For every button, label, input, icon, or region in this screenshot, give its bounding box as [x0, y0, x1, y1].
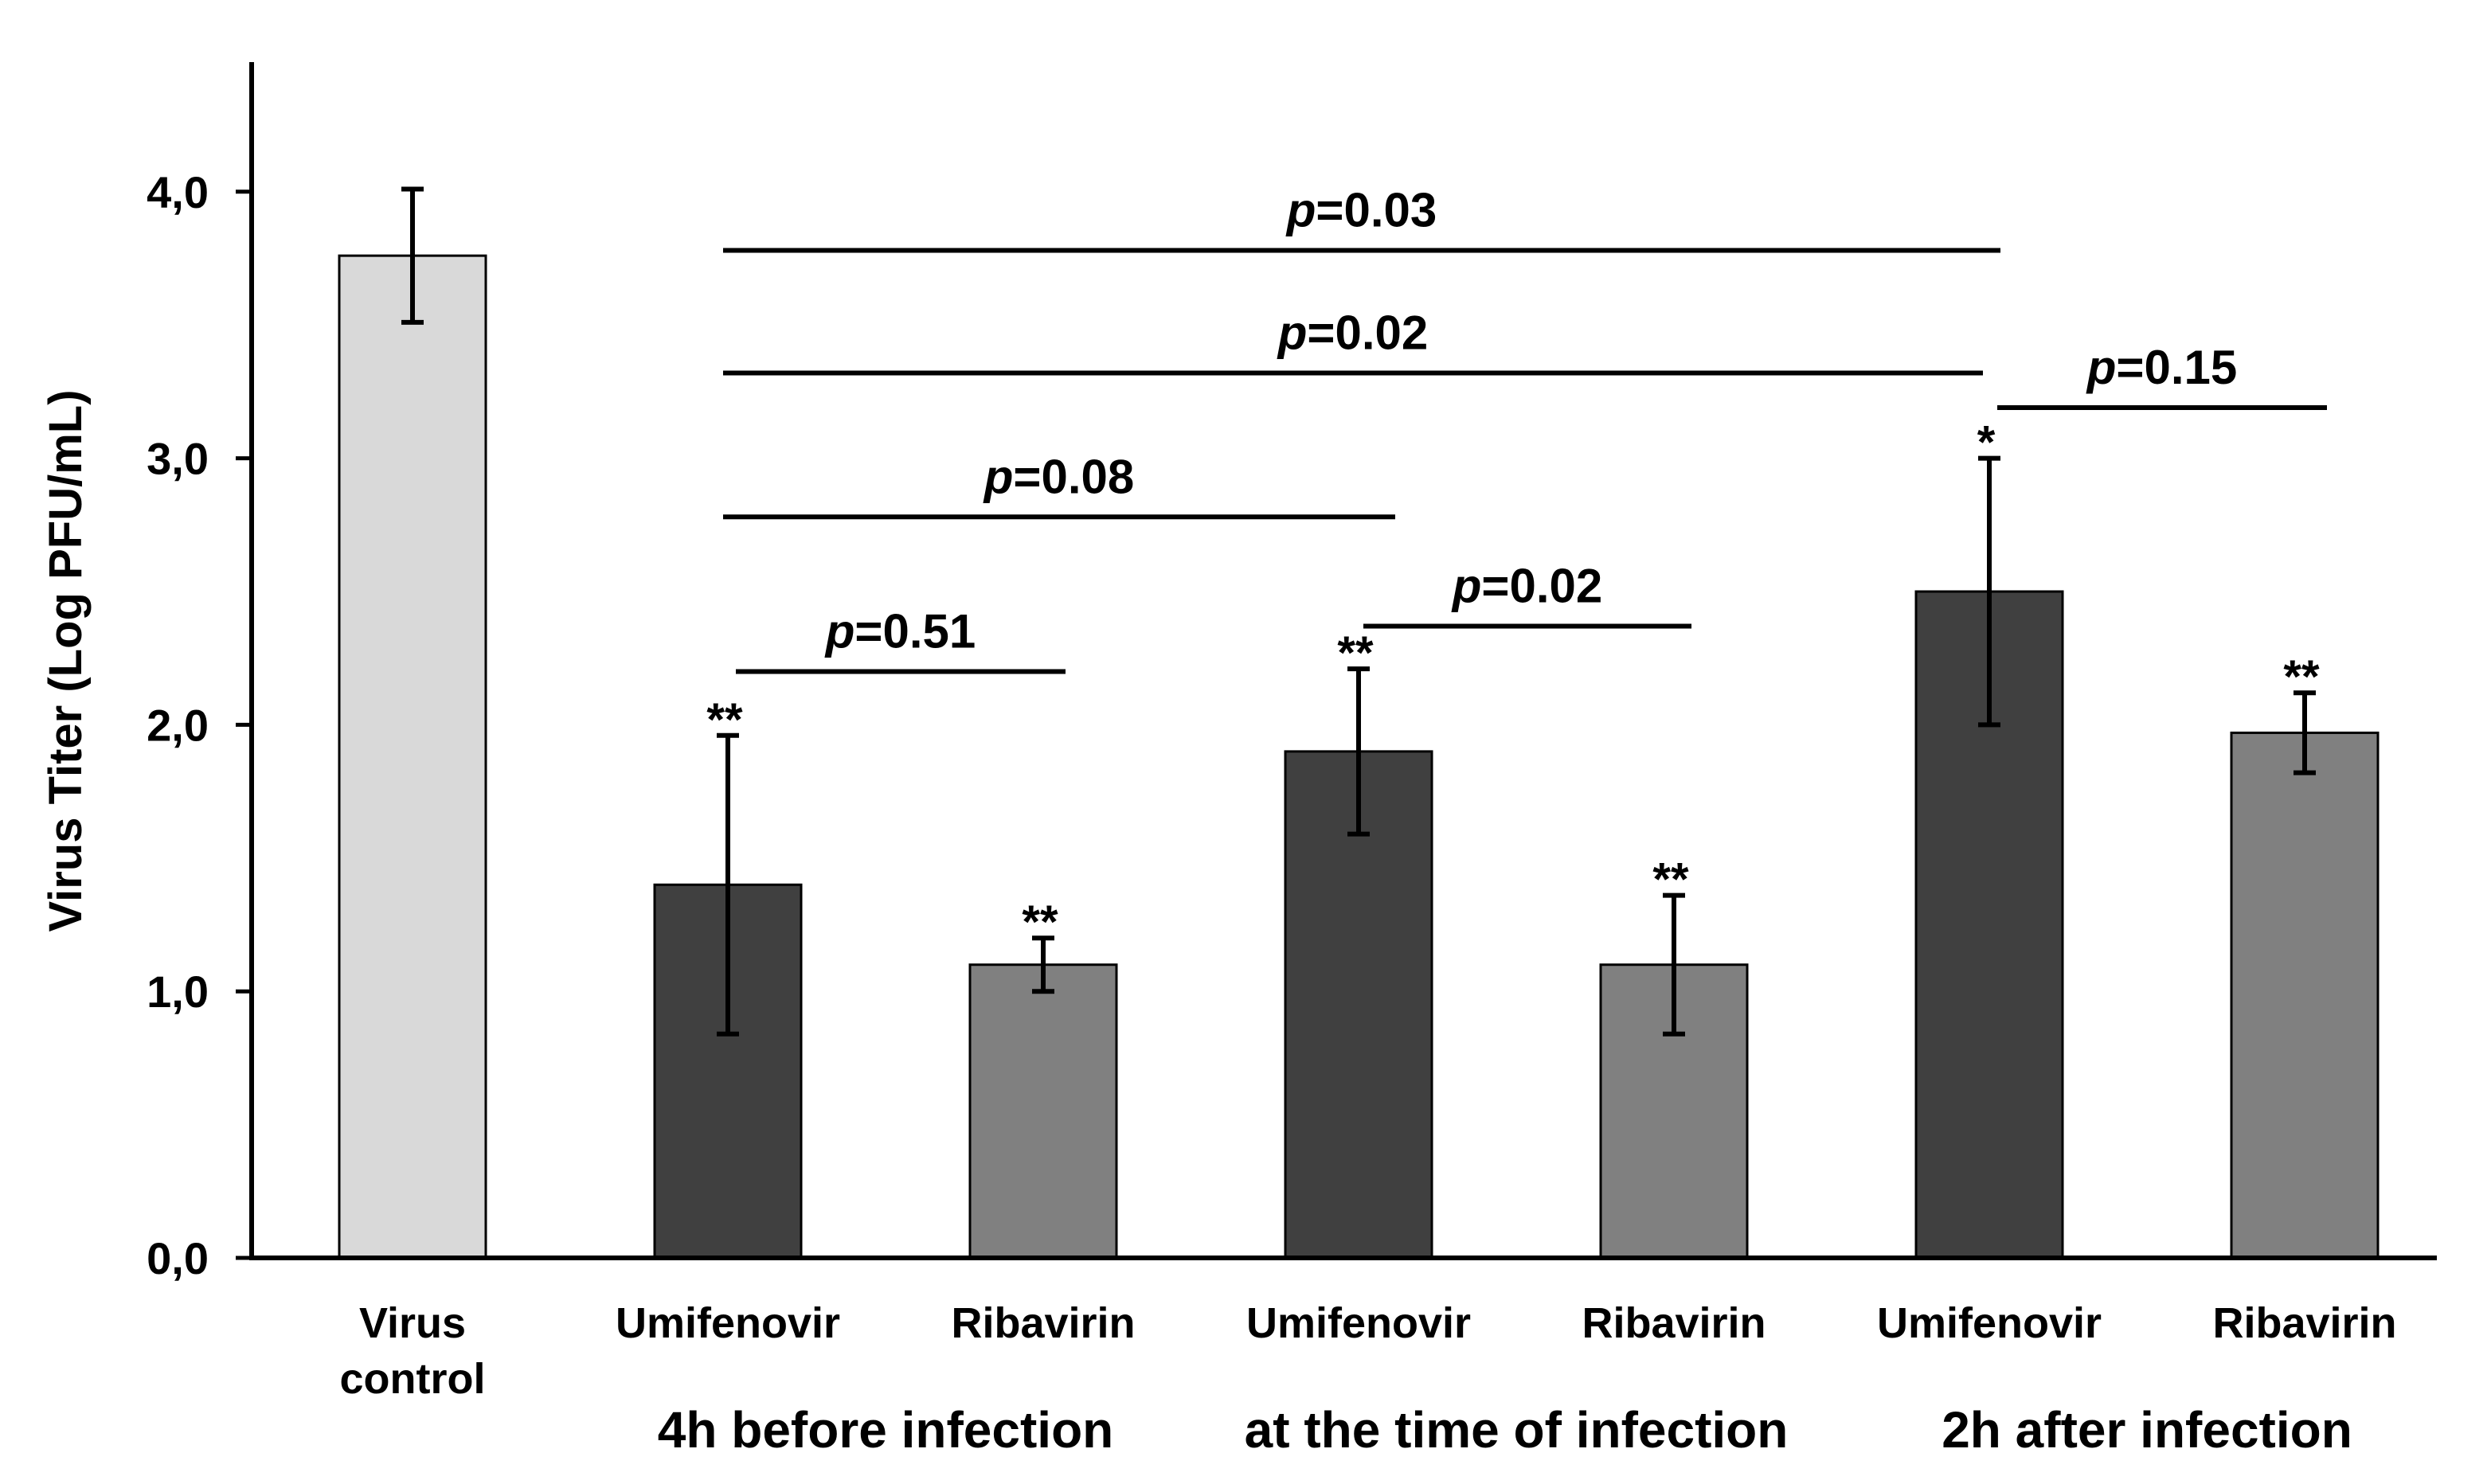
group-label-3: 2h after infection [1942, 1401, 2352, 1459]
group-label-1: 4h before infection [658, 1401, 1114, 1459]
group-label-2: at the time of infection [1245, 1401, 1789, 1459]
significance-marker-4: ** [1337, 627, 1374, 679]
labels-layer: 0,0 1,0 2,0 3,0 4,0 Virus Titer (Log PFU/mL) V… [40, 167, 2397, 1459]
comparison-p-label-6: p=0.51 [824, 604, 976, 658]
y-tick-label-4: 4,0 [147, 167, 209, 217]
comparison-brackets-layer: p=0.03 p=0.02 p=0.15 p=0.08 p=0.02 p=0.51 [723, 183, 2327, 674]
significance-marker-5: ** [1652, 854, 1689, 906]
error-bars-layer [401, 186, 2316, 1037]
axes-layer [236, 62, 2437, 1260]
bar-3 [968, 963, 1118, 1259]
significance-marker-3: ** [1022, 896, 1058, 948]
comparison-p-label-1: p=0.03 [1285, 183, 1437, 236]
significance-marker-7: ** [2283, 651, 2320, 703]
category-label-5: Ribavirin [1582, 1299, 1766, 1347]
comparison-p-label-5: p=0.02 [1451, 560, 1602, 613]
significance-layer: *********** [706, 417, 2320, 949]
y-tick-label-3: 3,0 [147, 434, 209, 484]
significance-marker-6: * [1977, 417, 1996, 469]
y-tick-label-2: 2,0 [147, 700, 209, 750]
category-label-1-line2: control [340, 1355, 486, 1403]
comparison-p-label-2: p=0.02 [1277, 306, 1428, 359]
significance-marker-2: ** [706, 694, 743, 746]
comparison-p-label-3: p=0.15 [2086, 341, 2237, 394]
category-label-6: Umifenovir [1877, 1299, 2102, 1347]
y-tick-label-0: 0,0 [147, 1233, 209, 1283]
comparison-p-label-4: p=0.08 [983, 450, 1134, 503]
bar-1 [338, 254, 487, 1259]
category-label-3: Ribavirin [951, 1299, 1135, 1347]
category-label-7: Ribavirin [2212, 1299, 2396, 1347]
y-tick-label-1: 1,0 [147, 967, 209, 1017]
y-axis-title: Virus Titer (Log PFU/mL) [40, 389, 92, 931]
category-label-4: Umifenovir [1246, 1299, 1471, 1347]
bar-7 [2230, 731, 2380, 1259]
category-label-1: Virus [359, 1299, 466, 1347]
category-label-2: Umifenovir [616, 1299, 840, 1347]
